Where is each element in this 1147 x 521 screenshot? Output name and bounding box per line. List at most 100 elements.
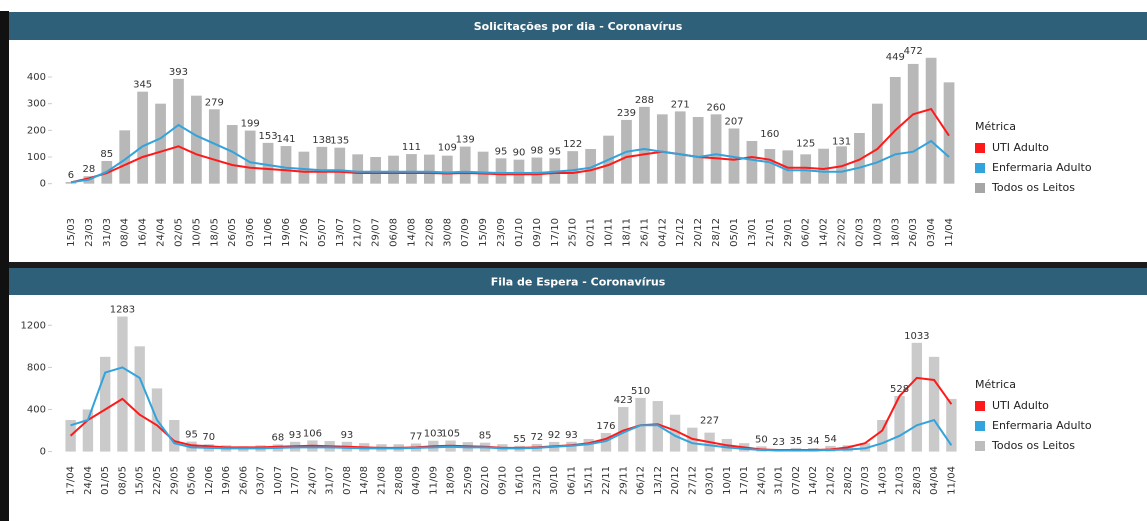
- data-label: 111: [402, 142, 421, 153]
- data-label: 122: [563, 139, 582, 150]
- x-tick-label: 12/12: [675, 218, 686, 247]
- data-label: 141: [276, 134, 295, 145]
- x-tick-label: 07/02: [791, 466, 802, 495]
- x-tick-label: 21/07: [353, 218, 364, 247]
- x-tick-label: 28/02: [843, 466, 854, 495]
- x-tick-label: 22/11: [601, 466, 612, 495]
- x-tick-label: 06/08: [389, 218, 400, 247]
- x-tick-label: 30/08: [442, 218, 453, 247]
- legend-swatch: [975, 143, 985, 153]
- x-tick-label: 29/07: [371, 218, 382, 247]
- x-tick-label: 22/02: [837, 218, 848, 247]
- y-tick-label: 800: [27, 362, 46, 373]
- x-tick-label: 17/10: [550, 218, 561, 247]
- x-tick-label: 03/06: [245, 218, 256, 247]
- x-tick-label: 18/03: [890, 218, 901, 247]
- x-tick-label: 13/01: [747, 218, 758, 247]
- bar: [117, 316, 128, 452]
- line-series: [70, 366, 953, 452]
- x-tick-label: 28/08: [394, 466, 405, 495]
- bar: [585, 149, 597, 184]
- x-tick-label: 24/04: [156, 218, 167, 247]
- x-tick-label: 14/08: [406, 218, 417, 247]
- bar: [854, 133, 865, 184]
- legend-title: Métrica: [975, 378, 1016, 391]
- bar: [298, 151, 310, 184]
- y-tick-label: 400: [27, 404, 46, 415]
- x-tick-label: 06/02: [801, 218, 812, 247]
- x-tick-label: 27/06: [299, 218, 310, 247]
- x-tick-label: 21/08: [376, 466, 387, 495]
- data-label: 72: [531, 432, 544, 443]
- line-series: [70, 123, 950, 184]
- bar: [692, 117, 704, 184]
- bar: [877, 420, 888, 452]
- bar: [459, 146, 471, 184]
- panel-header: [9, 12, 1147, 40]
- x-tick-label: 18/09: [446, 466, 457, 495]
- x-tick-label: 07/03: [860, 466, 871, 495]
- bar: [710, 114, 722, 184]
- legend-swatch: [975, 401, 985, 411]
- bar: [119, 130, 131, 184]
- panel-title: Solicitações por dia - Coronavírus: [474, 20, 683, 33]
- x-tick-label: 04/09: [411, 466, 422, 495]
- legend-title: Métrica: [975, 120, 1016, 133]
- data-label: 1033: [904, 331, 929, 342]
- bar: [280, 146, 292, 184]
- data-label: 28: [83, 164, 96, 175]
- x-tick-label: 14/02: [808, 466, 819, 495]
- data-label: 153: [259, 131, 278, 142]
- x-tick-label: 26/05: [227, 218, 238, 247]
- x-tick-label: 23/10: [532, 466, 543, 495]
- x-tick-label: 07/08: [342, 466, 353, 495]
- x-tick-label: 17/07: [290, 466, 301, 495]
- data-label: 345: [133, 80, 152, 91]
- bar: [208, 109, 220, 184]
- legend-swatch: [975, 421, 985, 431]
- data-label: 176: [596, 421, 615, 432]
- data-label: 68: [271, 432, 284, 443]
- data-label: 95: [548, 146, 561, 157]
- x-tick-label: 28/03: [912, 466, 923, 495]
- bar: [65, 182, 77, 184]
- data-label: 93: [341, 430, 354, 441]
- x-tick-label: 15/03: [66, 218, 77, 247]
- x-tick-label: 17/01: [739, 466, 750, 495]
- x-tick-label: 18/05: [209, 218, 220, 247]
- x-tick-label: 23/09: [496, 218, 507, 247]
- x-tick-label: 26/11: [639, 218, 650, 247]
- bar: [925, 57, 937, 184]
- x-tick-label: 27/12: [687, 466, 698, 495]
- bar: [669, 414, 681, 452]
- data-label: 528: [890, 384, 909, 395]
- x-tick-label: 30/10: [549, 466, 560, 495]
- bar: [388, 155, 399, 184]
- x-tick-label: 05/01: [729, 218, 740, 247]
- x-tick-label: 10/07: [273, 466, 284, 495]
- x-tick-label: 02/11: [586, 218, 597, 247]
- x-tick-label: 15/05: [135, 466, 146, 495]
- x-tick-label: 09/10: [532, 218, 543, 247]
- bar: [842, 445, 853, 452]
- x-tick-label: 17/04: [66, 466, 77, 495]
- data-label: 90: [513, 148, 526, 159]
- data-label: 1283: [110, 305, 135, 316]
- x-tick-label: 24/04: [83, 466, 94, 495]
- x-tick-label: 02/03: [854, 218, 865, 247]
- x-tick-label: 15/11: [584, 466, 595, 495]
- bar: [82, 409, 94, 452]
- data-label: 138: [312, 135, 331, 146]
- x-tick-label: 03/01: [705, 466, 716, 495]
- x-tick-label: 21/01: [765, 218, 776, 247]
- bar: [244, 130, 256, 184]
- x-tick-label: 16/10: [515, 466, 526, 495]
- x-tick-label: 02/05: [173, 218, 184, 247]
- bar: [370, 157, 381, 184]
- data-label: 50: [755, 434, 768, 445]
- bar: [567, 151, 579, 184]
- data-label: 449: [886, 52, 905, 63]
- x-tick-label: 06/12: [636, 466, 647, 495]
- x-tick-label: 22/08: [424, 218, 435, 247]
